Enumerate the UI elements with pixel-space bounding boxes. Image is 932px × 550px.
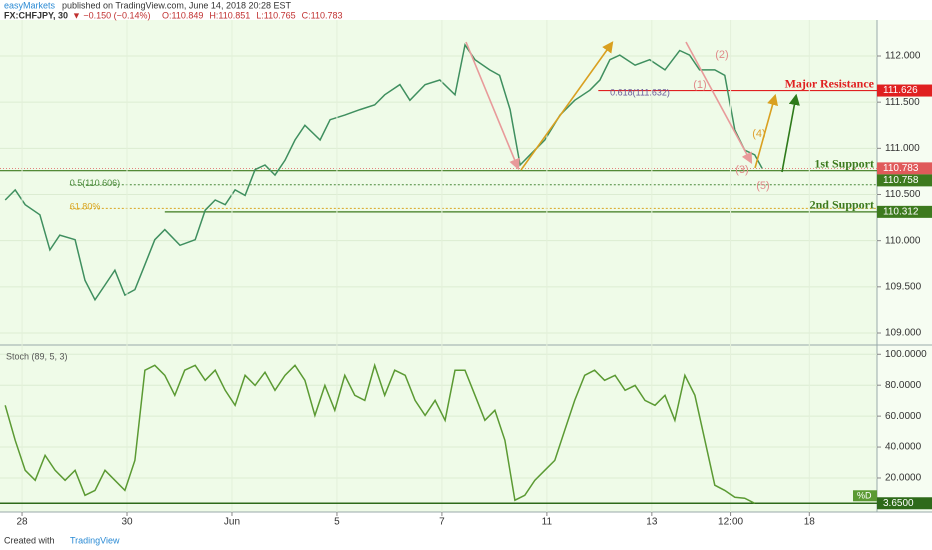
price-tag-bg bbox=[877, 174, 932, 187]
x-tick-label: 18 bbox=[804, 517, 816, 528]
series-line bbox=[4, 42, 763, 302]
y-tick-label: 40.0000 bbox=[885, 442, 922, 453]
annotation: (3) bbox=[735, 164, 748, 176]
footer-created: Created with bbox=[4, 535, 55, 545]
price-tag-bg bbox=[877, 162, 932, 175]
change: ▼ −0.150 (−0.14%) bbox=[72, 10, 150, 20]
publisher: easyMarkets bbox=[4, 0, 56, 10]
x-tick-label: 28 bbox=[16, 517, 28, 528]
level-label: 2nd Support bbox=[810, 198, 874, 212]
y-tick-label: 109.000 bbox=[885, 328, 922, 339]
y-tick-label: 100.0000 bbox=[885, 349, 927, 360]
price-tag: 110.783 bbox=[883, 163, 919, 174]
y-tick-label: 110.500 bbox=[885, 189, 921, 200]
ohlc-value: L:110.765 bbox=[256, 10, 295, 20]
arrow bbox=[754, 93, 778, 169]
series-line bbox=[4, 362, 756, 504]
price-tag: 110.312 bbox=[883, 207, 919, 218]
ohlc-value: H:110.851 bbox=[209, 10, 250, 20]
annotation: (1) bbox=[693, 79, 706, 91]
annotation: (4) bbox=[752, 128, 765, 140]
x-tick-label: Jun bbox=[224, 517, 240, 528]
arrow bbox=[685, 41, 753, 164]
x-tick-label: 13 bbox=[646, 517, 658, 528]
arrows bbox=[465, 41, 800, 173]
x-tick-label: 12:00 bbox=[718, 517, 743, 528]
panel-title: Stoch (89, 5, 3) bbox=[6, 351, 68, 361]
arrow bbox=[465, 41, 520, 171]
legend-bg bbox=[853, 490, 877, 502]
x-tick-label: 7 bbox=[439, 517, 445, 528]
x-tick-label: 5 bbox=[334, 517, 340, 528]
x-tick-label: 11 bbox=[542, 517, 553, 528]
fib-label: 61.80% bbox=[70, 202, 101, 212]
level-label: Major Resistance bbox=[785, 76, 875, 90]
level-label: 1st Support bbox=[814, 156, 874, 170]
x-tick-label: 30 bbox=[121, 517, 133, 528]
symbol: FX:CHFJPY, 30 bbox=[4, 10, 68, 20]
y-tick-label: 112.000 bbox=[885, 51, 921, 62]
ohlc-value: C:110.783 bbox=[302, 10, 343, 20]
y-tick-label: 111.500 bbox=[885, 97, 920, 108]
fib-label: 0.5(110.606) bbox=[70, 178, 120, 188]
published: published on TradingView.com, June 14, 2… bbox=[62, 0, 291, 10]
y-tick-label: 20.0000 bbox=[885, 473, 922, 484]
y-tick-label: 60.0000 bbox=[885, 411, 922, 422]
y-tick-label: 111.000 bbox=[885, 143, 920, 154]
value-tag-bg bbox=[877, 497, 932, 510]
y-tick-label: 80.0000 bbox=[885, 380, 922, 391]
arrow bbox=[520, 41, 614, 171]
ohlc-value: O:110.849 bbox=[162, 10, 203, 20]
y-tick-label: 110.000 bbox=[885, 235, 921, 246]
header-bg bbox=[0, 0, 932, 20]
arrow bbox=[781, 93, 800, 173]
axis-bg bbox=[877, 20, 932, 512]
price-tag: 110.758 bbox=[883, 175, 919, 186]
annotation: (2) bbox=[715, 49, 728, 61]
price-tag-bg bbox=[877, 84, 932, 97]
annotation: 0.618(111.632) bbox=[610, 87, 670, 97]
y-tick-label: 109.500 bbox=[885, 281, 922, 292]
price-tag-bg bbox=[877, 205, 932, 218]
footer-brand: TradingView bbox=[70, 535, 120, 545]
legend: %D bbox=[857, 491, 872, 501]
value-tag: 3.6500 bbox=[883, 498, 914, 509]
annotation: (5) bbox=[756, 180, 769, 192]
plot-bg bbox=[0, 20, 877, 512]
price-tag: 111.626 bbox=[883, 85, 918, 96]
